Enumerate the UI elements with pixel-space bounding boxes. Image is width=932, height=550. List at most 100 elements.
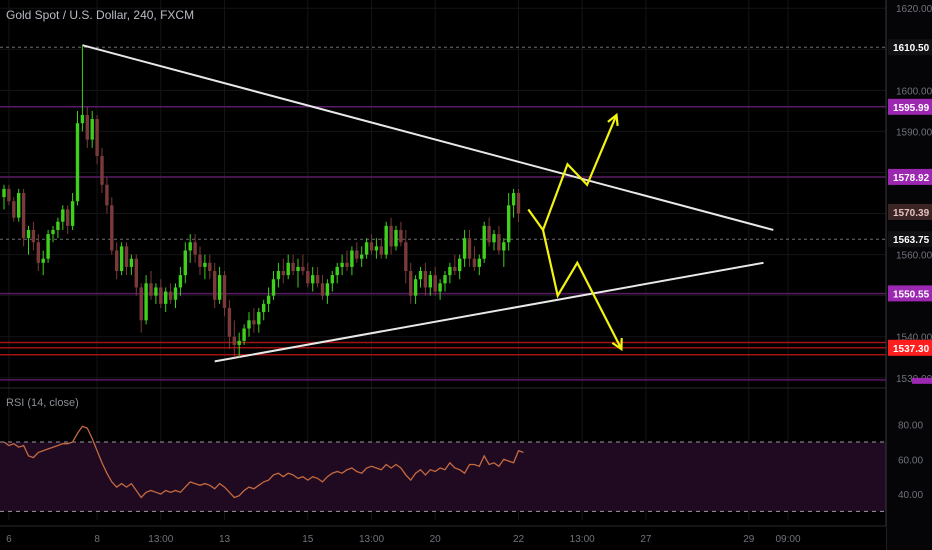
candle-body <box>26 229 31 239</box>
candle-body <box>227 307 232 337</box>
price-label-box <box>888 98 932 115</box>
time-tick-label: 13 <box>219 534 231 545</box>
candle-body <box>433 275 437 292</box>
candle-body <box>208 262 212 272</box>
candle-body <box>502 242 506 251</box>
candle-body <box>75 123 80 202</box>
time-tick-label: 20 <box>430 534 442 545</box>
candle-body <box>301 266 305 272</box>
time-tick-label: 8 <box>94 534 100 545</box>
candle-body <box>497 234 501 251</box>
candle-body <box>330 275 334 284</box>
candle-body <box>242 328 246 341</box>
candle-body <box>364 242 369 255</box>
price-label-text: 1610.50 <box>893 43 930 54</box>
candle-body <box>428 275 432 288</box>
candle-body <box>173 287 178 300</box>
price-label-text: 1563.75 <box>893 235 930 246</box>
candle-body <box>306 271 310 284</box>
candle-body <box>315 275 320 284</box>
trendline <box>82 44 774 231</box>
candle-body <box>355 250 359 259</box>
time-tick-label: 6 <box>6 534 12 545</box>
time-tick-label: 09:00 <box>775 534 800 545</box>
time-tick-label: 27 <box>640 534 652 545</box>
price-tick-label: 1590.00 <box>896 127 932 138</box>
candle-body <box>291 262 295 272</box>
candle-body <box>384 225 388 255</box>
candle-body <box>139 287 143 321</box>
candle-body <box>252 320 256 325</box>
price-label-box <box>888 39 932 56</box>
candle-body <box>320 283 325 296</box>
level-marker <box>912 377 932 384</box>
grid-lines <box>0 0 932 520</box>
candle-body <box>115 250 119 272</box>
candle-body <box>46 234 50 259</box>
projection-arrows <box>527 112 623 352</box>
candle-body <box>70 201 75 226</box>
rsi-band <box>0 442 886 512</box>
candle-body <box>448 266 452 276</box>
candle-body <box>213 271 217 300</box>
candle-body <box>482 225 486 259</box>
rsi-label: RSI (14, close) <box>6 397 79 409</box>
candle-body <box>110 205 114 251</box>
time-tick-label: 22 <box>513 534 525 545</box>
time-tick-label: 13:00 <box>148 534 173 545</box>
arrow-head <box>607 112 619 127</box>
candle-body <box>7 188 11 202</box>
candle-body <box>56 221 60 230</box>
candle-body <box>462 238 467 259</box>
price-label-text: 1578.92 <box>893 173 930 184</box>
candle-body <box>413 279 418 296</box>
price-tick-label: 1620.00 <box>896 4 932 15</box>
time-tick-label: 13:00 <box>570 534 595 545</box>
price-label-text: 1570.39 <box>893 208 930 219</box>
candle-body <box>374 246 379 251</box>
candle-body <box>193 242 197 255</box>
candle-body <box>90 119 94 140</box>
candle-body <box>311 275 315 284</box>
price-label-box <box>888 203 932 220</box>
candlestick-series <box>2 45 521 358</box>
candle-body <box>31 229 36 243</box>
trendline <box>214 261 764 363</box>
price-axis-bg <box>886 0 932 550</box>
price-label-text: 1550.55 <box>893 289 930 300</box>
candle-body <box>80 114 85 124</box>
candle-body <box>507 205 511 243</box>
candle-body <box>394 229 398 247</box>
candle-body <box>458 258 462 272</box>
candle-body <box>222 275 227 308</box>
candle-body <box>164 291 168 304</box>
time-tick-label: 15 <box>302 534 314 545</box>
rsi-tick-label: 60.00 <box>898 455 923 466</box>
candle-body <box>389 225 393 247</box>
rsi-pane <box>0 441 886 512</box>
time-axis-bg <box>0 526 886 550</box>
candle-body <box>423 271 428 288</box>
candle-body <box>144 283 148 321</box>
candle-body <box>257 312 261 325</box>
price-axis: 1620.001610.001600.001590.001580.001570.… <box>885 0 932 550</box>
candle-body <box>105 184 109 206</box>
time-tick-label: 29 <box>743 534 755 545</box>
candle-body <box>154 287 158 296</box>
candle-body <box>178 275 183 288</box>
candle-body <box>217 275 222 300</box>
candle-body <box>119 246 124 272</box>
candle-body <box>418 271 423 280</box>
candle-body <box>345 262 349 267</box>
candle-body <box>134 258 138 288</box>
horizontal-levels <box>0 46 886 381</box>
time-axis: 6 8 13:00 13 15 13:00 20 22 13:00 27 29 09:00 <box>0 525 886 550</box>
candle-body <box>409 271 413 296</box>
candle-body <box>203 262 207 267</box>
price-label-box <box>888 168 932 185</box>
candle-body <box>183 250 187 276</box>
price-tick-label: 1600.00 <box>896 86 932 97</box>
candle-body <box>129 258 134 267</box>
candle-body <box>472 258 477 267</box>
